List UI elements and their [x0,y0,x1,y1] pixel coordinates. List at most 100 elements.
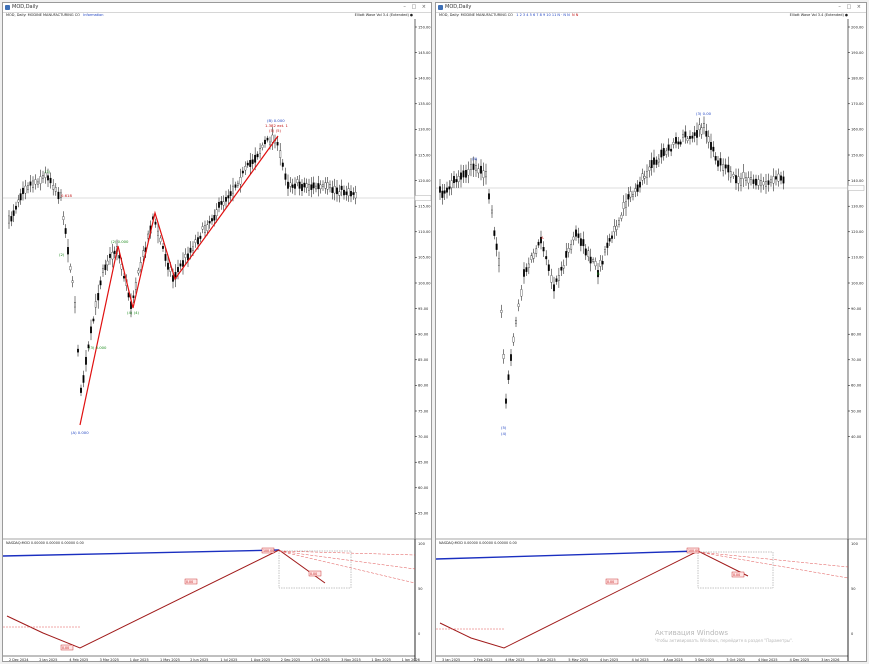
price-chart-left[interactable]: 150.00 145.00 140.00 135.00 130.00 125.00 120.… [3,3,432,662]
candle-body [338,191,341,196]
candle-body [182,260,184,267]
date-tick-label: 2 Sep 2025 [281,658,300,662]
price-tick-label: 110.00 [851,256,864,260]
candle-body [527,263,530,268]
candle-body [488,193,490,200]
wave-label: (2) 0.000 [111,239,129,244]
candle-body [719,158,722,166]
period-extra[interactable]: N N [571,13,579,17]
candle-body [354,192,357,199]
candle-body [643,176,646,179]
candle-body [467,169,470,176]
date-tick-label: 2 Jan 2025 [39,658,57,662]
candle-body [329,184,331,189]
candle-body [636,184,639,192]
candle-body [315,185,317,190]
price-tick-label: 110.00 [418,230,431,234]
candle-body [239,177,242,185]
price-tick-label: 170.00 [851,102,864,106]
candle-body [515,320,517,324]
candle-body [752,179,755,184]
date-tick-label: 4 Nov 2025 [758,658,778,662]
window-titlebar[interactable]: MOD,Daily – □ × [3,3,431,13]
indicator-value-label: 0.00 [186,580,193,584]
candle-body [213,215,216,221]
price-chart-right[interactable]: 200.00 190.00 180.00 170.00 160.00 150.00 140.… [436,3,867,662]
price-tick-label: 140.00 [851,179,864,183]
price-tick-label: 40.00 [851,435,862,439]
wave-label: 1.382 ext. 1 [265,123,288,128]
indicator-zigzag-line [6,549,326,649]
candle-body [261,144,264,148]
window-controls[interactable]: – □ × [403,4,428,10]
candle-body [765,181,767,187]
current-price-box [414,195,431,201]
candle-body [64,228,67,234]
candle-body [333,186,336,194]
candle-body [560,266,563,271]
candle-body [343,189,345,196]
window-titlebar[interactable]: MOD,Daily – □ × [436,3,866,13]
candle-body [684,131,687,138]
candle-body [184,254,187,258]
candle-body [512,336,515,343]
candle-body [142,250,145,257]
candle-body [347,188,350,197]
candle-body [69,266,72,271]
candle-body [762,181,765,186]
candle-body [266,137,269,141]
chart-window-right[interactable]: MOD,Daily – □ × MOD, Daily: MODINE MANUF… [435,2,867,662]
date-tick-label: 4 Aug 2025 [663,658,683,662]
candle-body [326,182,329,190]
window-controls[interactable]: – □ × [838,4,863,10]
projection-fan-line [278,550,416,556]
candle-body [197,237,199,245]
candle-body [279,150,282,158]
candle-body [10,216,13,222]
candle-body [540,236,542,244]
period-buttons[interactable]: 1 2 3 4 5 6 7 8 9 10 11 N · N N [516,13,570,17]
candle-body [157,230,159,236]
candle-body [229,191,232,196]
candle-body [562,265,565,269]
price-tick-label: 75.00 [418,409,429,413]
candle-body [87,344,90,349]
price-tick-label: 150.00 [851,153,864,157]
date-tick-label: 3 Mar 2025 [100,658,119,662]
price-tick-label: 95.00 [418,307,429,311]
price-tick-label: 130.00 [851,205,864,209]
price-tick-label: 160.00 [851,128,864,132]
chart-window-left[interactable]: MOD,Daily – □ × MOD, Daily: MODINE MANUF… [2,2,432,662]
candle-body [113,250,116,254]
candle-body [319,184,322,190]
candle-body [611,235,613,239]
candle-body [462,170,465,178]
candle-body [648,166,651,171]
indicator-zigzag-line [439,550,749,649]
candle-body [577,233,580,238]
wave-label: (A) 0.000 [71,430,89,435]
watermark-title: Активация Windows [655,629,729,637]
candle-body [770,179,772,183]
price-tick-label: 145.00 [418,51,431,55]
candle-body [532,252,535,259]
candle-body [154,221,157,225]
candle-body [42,174,44,179]
info-link[interactable]: Information [83,13,104,17]
candle-body [44,172,47,178]
price-tick-label: 60.00 [418,486,429,490]
price-tick-label: 60.00 [851,384,862,388]
candle-body [717,160,719,167]
candle-body [24,185,27,194]
candle-body [164,254,167,261]
candle-body [498,258,500,266]
candle-body [500,310,503,313]
date-tick-label: 1 Oct 2025 [311,658,330,662]
candle-body [206,224,209,231]
date-tick-label: 5 May 2025 [568,658,588,662]
candle-body [249,160,252,167]
candle-body [582,239,585,247]
candle-body [627,194,630,200]
candle-body [493,230,496,236]
projection-box [697,551,774,589]
